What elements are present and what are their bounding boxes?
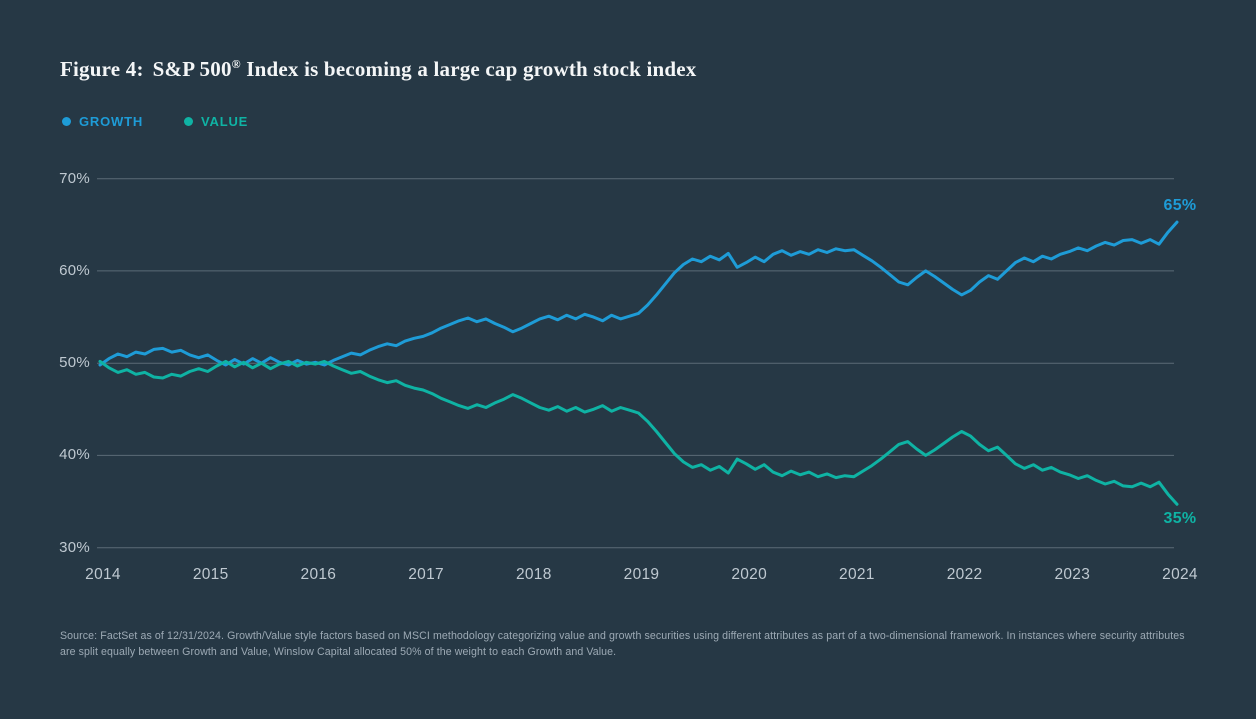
legend-label-growth: GROWTH — [79, 114, 144, 129]
figure-title: Figure 4: S&P 500® Index is becoming a la… — [60, 57, 697, 82]
y-axis-tick-label: 30% — [59, 538, 90, 556]
x-axis-tick-label: 2014 — [85, 566, 121, 583]
growth-dot-icon — [62, 117, 71, 126]
value-end-label: 35% — [1163, 510, 1197, 528]
x-axis-tick-label: 2017 — [408, 566, 444, 583]
x-axis-tick-label: 2018 — [515, 566, 552, 583]
chart-legend: GROWTH VALUE — [62, 114, 248, 129]
figure-label: Figure 4: — [60, 57, 144, 81]
x-axis-tick-label: 2024 — [1162, 566, 1198, 583]
index-name: S&P 500 — [152, 57, 232, 81]
x-axis-tick-label: 2016 — [300, 566, 337, 583]
x-axis-tick-label: 2023 — [1054, 566, 1091, 583]
y-axis-tick-label: 70% — [59, 169, 90, 187]
x-axis-tick-label: 2021 — [839, 566, 875, 583]
x-axis-tick-label: 2020 — [731, 566, 768, 583]
x-axis-tick-label: 2022 — [946, 566, 983, 583]
y-axis-tick-label: 60% — [59, 261, 90, 279]
value-dot-icon — [184, 117, 194, 126]
x-axis-tick-label: 2019 — [623, 566, 660, 583]
y-axis-tick-label: 40% — [59, 446, 90, 464]
value-line — [98, 359, 1179, 506]
legend-item-growth: GROWTH — [62, 114, 143, 129]
x-axis-tick-label: 2015 — [192, 566, 229, 583]
legend-label-value: VALUE — [201, 114, 249, 129]
growth-end-label: 65% — [1163, 197, 1197, 215]
legend-item-value: VALUE — [184, 114, 248, 129]
source-footnote: Source: FactSet as of 12/31/2024. Growth… — [60, 630, 1185, 658]
y-axis-tick-label: 50% — [59, 354, 90, 372]
growth-line — [98, 220, 1179, 367]
title-rest: Index is becoming a large cap growth sto… — [240, 57, 697, 81]
registered-trademark-symbol: ® — [231, 57, 241, 71]
